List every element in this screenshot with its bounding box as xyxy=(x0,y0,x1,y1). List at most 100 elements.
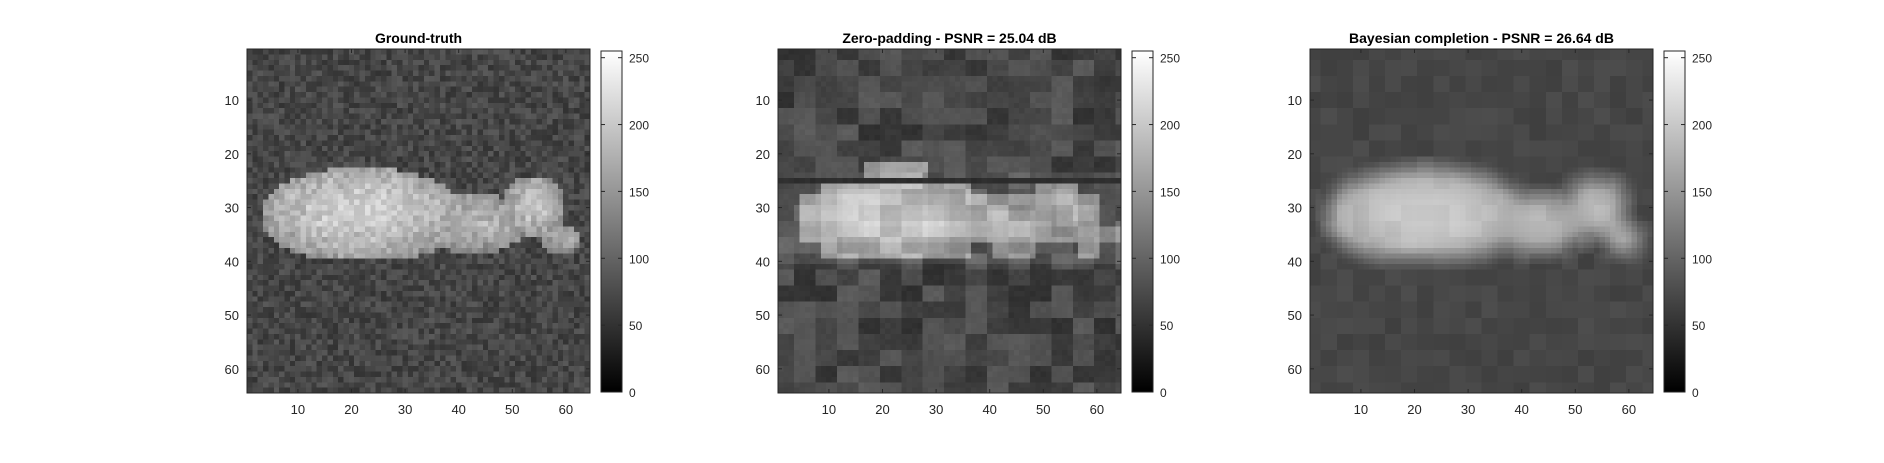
image-pixel xyxy=(343,312,349,318)
image-pixel xyxy=(424,243,430,249)
image-pixel xyxy=(343,210,349,216)
image-pixel xyxy=(810,71,816,77)
image-pixel xyxy=(461,103,467,109)
image-pixel xyxy=(483,318,489,324)
image-pixel xyxy=(285,135,291,141)
image-pixel xyxy=(376,216,382,222)
image-pixel xyxy=(456,361,462,367)
image-pixel xyxy=(349,312,355,318)
image-pixel xyxy=(499,54,505,60)
image-pixel xyxy=(1057,54,1063,60)
image-pixel xyxy=(891,92,897,98)
image-pixel xyxy=(536,264,542,270)
image-pixel xyxy=(440,339,446,345)
image-pixel xyxy=(563,345,569,351)
image-pixel xyxy=(563,291,569,297)
image-pixel xyxy=(569,81,575,87)
image-pixel xyxy=(547,226,553,232)
image-pixel xyxy=(424,302,430,308)
image-pixel xyxy=(440,355,446,361)
image-pixel xyxy=(816,97,822,103)
image-pixel xyxy=(536,312,542,318)
image-pixel xyxy=(376,60,382,66)
image-pixel xyxy=(424,87,430,93)
image-pixel xyxy=(349,377,355,383)
image-pixel xyxy=(279,189,285,195)
image-pixel xyxy=(832,60,838,66)
image-pixel xyxy=(263,97,269,103)
image-pixel xyxy=(563,318,569,324)
image-pixel xyxy=(424,167,430,173)
image-pixel xyxy=(885,97,891,103)
image-pixel xyxy=(536,103,542,109)
image-pixel xyxy=(268,146,274,152)
image-pixel xyxy=(837,87,843,93)
image-pixel xyxy=(397,146,403,152)
image-pixel xyxy=(907,71,913,77)
image-pixel xyxy=(467,253,473,259)
image-pixel xyxy=(376,140,382,146)
image-pixel xyxy=(365,334,371,340)
image-pixel xyxy=(317,291,323,297)
image-pixel xyxy=(960,76,966,82)
image-pixel xyxy=(1094,76,1100,82)
image-pixel xyxy=(365,372,371,378)
image-pixel xyxy=(504,92,510,98)
image-pixel xyxy=(477,366,483,372)
image-pixel xyxy=(252,318,258,324)
image-pixel xyxy=(536,377,542,383)
image-pixel xyxy=(982,103,988,109)
image-pixel xyxy=(285,92,291,98)
image-pixel xyxy=(408,81,414,87)
image-pixel xyxy=(392,157,398,163)
image-pixel xyxy=(327,200,333,206)
image-pixel xyxy=(531,130,537,136)
image-pixel xyxy=(408,307,414,313)
image-pixel xyxy=(252,49,258,55)
image-pixel xyxy=(365,167,371,173)
image-pixel xyxy=(858,103,864,109)
image-pixel xyxy=(488,221,494,227)
image-pixel xyxy=(574,269,580,275)
image-pixel xyxy=(268,167,274,173)
image-pixel xyxy=(456,329,462,335)
image-pixel xyxy=(279,173,285,179)
image-pixel xyxy=(542,339,548,345)
image-pixel xyxy=(290,237,296,243)
image-pixel xyxy=(569,280,575,286)
image-pixel xyxy=(258,248,264,254)
image-pixel xyxy=(311,329,317,335)
image-pixel xyxy=(891,60,897,66)
image-pixel xyxy=(456,76,462,82)
image-pixel xyxy=(569,275,575,281)
image-pixel xyxy=(891,49,897,55)
image-pixel xyxy=(381,232,387,238)
image-pixel xyxy=(520,372,526,378)
image-pixel xyxy=(987,108,993,114)
image-pixel xyxy=(338,87,344,93)
image-pixel xyxy=(445,345,451,351)
image-pixel xyxy=(552,323,558,329)
image-pixel xyxy=(317,329,323,335)
image-pixel xyxy=(343,103,349,109)
image-pixel xyxy=(247,146,253,152)
image-pixel xyxy=(252,243,258,249)
image-pixel xyxy=(252,146,258,152)
image-pixel xyxy=(429,275,435,281)
image-pixel xyxy=(306,194,312,200)
image-pixel xyxy=(413,307,419,313)
image-pixel xyxy=(419,377,425,383)
image-pixel xyxy=(563,226,569,232)
image-pixel xyxy=(440,183,446,189)
image-pixel xyxy=(552,221,558,227)
image-pixel xyxy=(429,49,435,55)
image-pixel xyxy=(461,275,467,281)
image-pixel xyxy=(333,350,339,356)
image-pixel xyxy=(322,71,328,77)
image-pixel xyxy=(322,372,328,378)
image-pixel xyxy=(381,183,387,189)
image-pixel xyxy=(1073,60,1079,66)
image-pixel xyxy=(1025,114,1031,120)
image-pixel xyxy=(531,286,537,292)
image-pixel xyxy=(510,108,516,114)
